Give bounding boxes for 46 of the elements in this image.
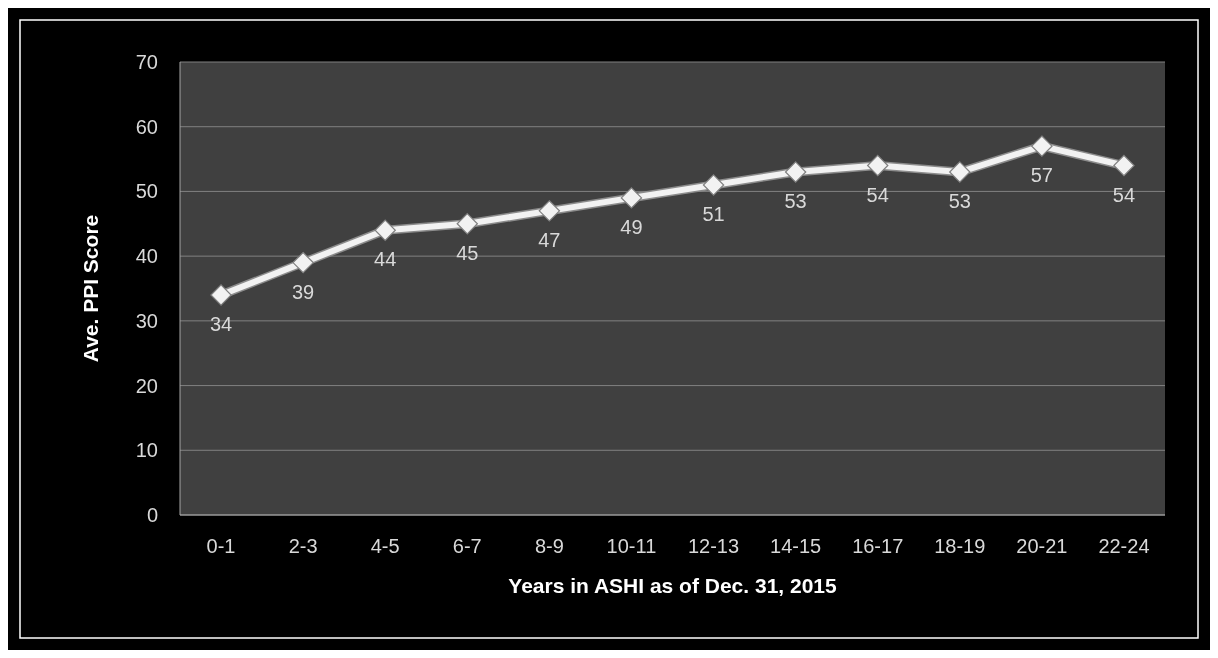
x-tick-label: 6-7 [452, 535, 482, 557]
point [867, 154, 889, 177]
y-tick-label: 20 [135, 374, 158, 397]
x-tick-label: 0-1 [206, 535, 236, 557]
x-tick-label: 2-3 [288, 535, 318, 557]
x-tick-label: 10-11 [606, 535, 657, 557]
point [1031, 135, 1053, 157]
y-tick-label: 40 [135, 245, 158, 268]
data-label: 47 [538, 228, 561, 251]
data-label: 54 [1112, 183, 1136, 206]
data-label: 45 [456, 241, 479, 264]
point [292, 251, 314, 274]
y-tick-label: 50 [135, 180, 158, 203]
point [620, 187, 643, 209]
y-tick-label: 70 [135, 51, 158, 73]
x-tick-label: 14-15 [770, 535, 822, 557]
x-axis-title: Years in ASHI as of Dec. 31, 2015 [508, 574, 838, 597]
data-label: 34 [209, 312, 233, 335]
point [1113, 154, 1135, 177]
data-label: 49 [620, 215, 643, 238]
data-label: 39 [292, 280, 315, 303]
data-label: 51 [702, 202, 725, 225]
data-label: 54 [866, 183, 889, 206]
x-tick-label: 12-13 [687, 535, 740, 557]
data-label: 57 [1030, 164, 1053, 187]
x-tick-label: 18-19 [934, 535, 986, 557]
x-tick-label: 4-5 [370, 535, 400, 557]
point [456, 213, 478, 235]
point [538, 200, 561, 222]
x-tick-label: 22-24 [1098, 535, 1150, 557]
point [702, 174, 725, 196]
y-tick-label: 60 [135, 115, 158, 138]
data-label: 53 [948, 190, 971, 213]
y-tick-label: 0 [146, 504, 158, 526]
y-tick-label: 10 [135, 439, 158, 462]
y-tick-label: 30 [135, 309, 158, 332]
data-label: 53 [784, 190, 807, 213]
point [210, 284, 232, 306]
point [949, 161, 971, 183]
x-tick-label: 20-21 [1016, 535, 1068, 557]
x-tick-label: 16-17 [852, 535, 904, 557]
point [784, 161, 807, 183]
data-label: 44 [374, 248, 397, 271]
point [374, 219, 396, 241]
y-axis-title: Ave. PPI Score [79, 214, 102, 363]
x-tick-label: 8-9 [534, 535, 564, 557]
